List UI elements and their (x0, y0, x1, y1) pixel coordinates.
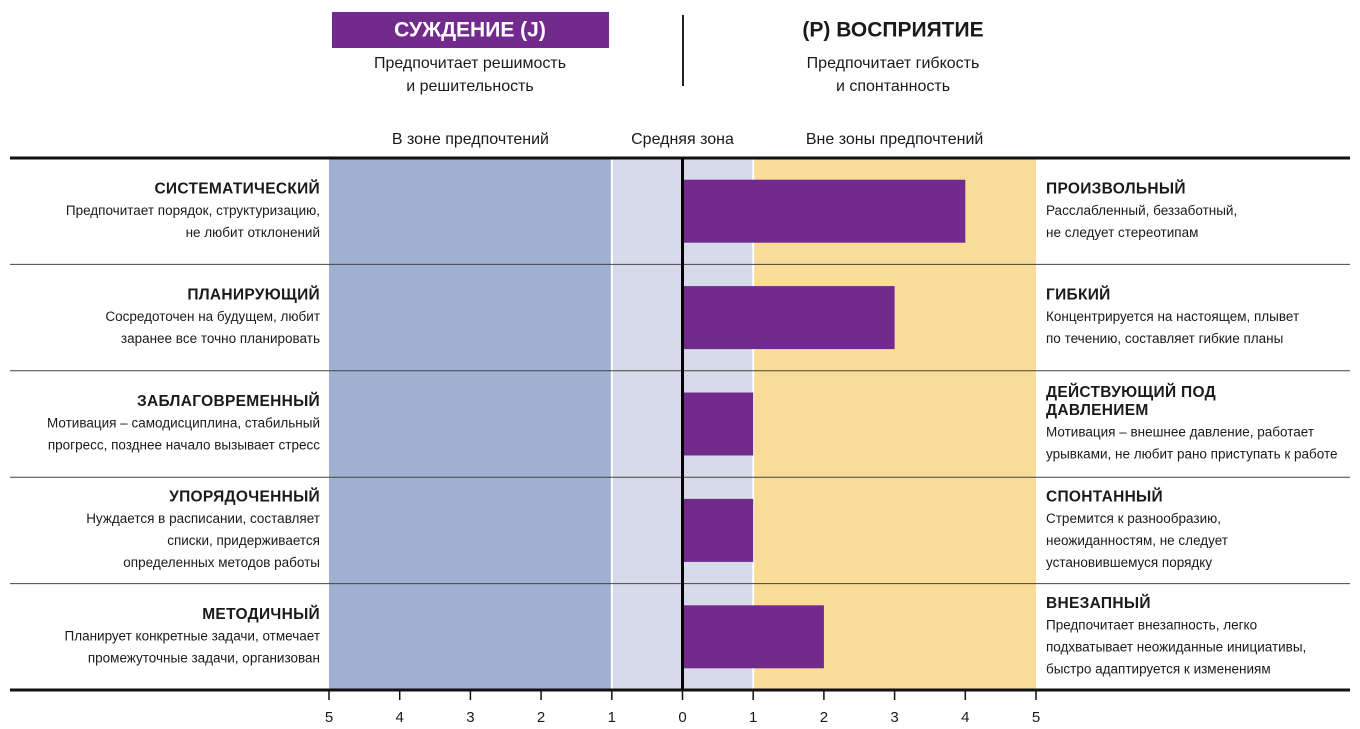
zone-label: В зоне предпочтений (392, 131, 549, 148)
trait-desc: не следует стереотипам (1046, 225, 1198, 240)
trait-desc: Концентрируется на настоящем, плывет (1046, 309, 1299, 324)
right-pole-desc: Предпочитает гибкость (807, 55, 980, 72)
x-tick-label: 4 (396, 709, 404, 726)
trait-desc: определенных методов работы (123, 555, 320, 570)
right-pole-desc: и спонтанность (836, 78, 950, 95)
trait-desc: подхватывает неожиданные инициативы, (1046, 639, 1306, 654)
trait-desc: установившемуся порядку (1046, 555, 1212, 570)
trait-name: ЗАБЛАГОВРЕМЕННЫЙ (137, 392, 320, 410)
left-pole-title: СУЖДЕНИЕ (J) (394, 19, 546, 42)
trait-name: ДАВЛЕНИЕМ (1046, 402, 1149, 419)
trait-name: ВНЕЗАПНЫЙ (1046, 594, 1151, 612)
trait-desc: по течению, составляет гибкие планы (1046, 331, 1283, 346)
left-pole-desc: и решительность (406, 78, 534, 95)
x-tick-label: 2 (820, 709, 828, 726)
trait-name: СПОНТАННЫЙ (1046, 487, 1163, 505)
zone-label: Средняя зона (631, 131, 734, 148)
bar (682, 179, 966, 243)
x-tick-label: 5 (325, 709, 333, 726)
trait-desc: Стремится к разнообразию, (1046, 511, 1221, 526)
x-tick-label: 1 (608, 709, 616, 726)
trait-name: ГИБКИЙ (1046, 286, 1111, 304)
trait-desc: списки, придерживается (167, 533, 320, 548)
trait-desc: Нуждается в расписании, составляет (86, 511, 320, 526)
trait-name: МЕТОДИЧНЫЙ (202, 605, 320, 623)
trait-desc: быстро адаптируется к изменениям (1046, 661, 1271, 676)
trait-desc: Сосредоточен на будущем, любит (105, 309, 320, 324)
trait-desc: заранее все точно планировать (121, 331, 320, 346)
trait-desc: неожиданностям, не следует (1046, 533, 1228, 548)
trait-name: ДЕЙСТВУЮЩИЙ ПОД (1046, 383, 1216, 401)
trait-desc: Мотивация – самодисциплина, стабильный (47, 416, 320, 431)
trait-name: ПРОИЗВОЛЬНЫЙ (1046, 179, 1186, 197)
x-tick-label: 5 (1032, 709, 1040, 726)
bar (682, 286, 895, 350)
x-tick-label: 3 (466, 709, 474, 726)
trait-desc: прогресс, позднее начало вызывает стресс (48, 438, 320, 453)
trait-desc: Планирует конкретные задачи, отмечает (64, 628, 320, 643)
bar (682, 392, 754, 456)
trait-desc: Предпочитает порядок, структуризацию, (66, 203, 320, 218)
trait-name: СИСТЕМАТИЧЕСКИЙ (154, 179, 320, 197)
trait-desc: не любит отклонений (186, 225, 320, 240)
trait-name: УПОРЯДОЧЕННЫЙ (169, 487, 320, 505)
zone-label: Вне зоны предпочтений (806, 131, 983, 148)
bar (682, 605, 824, 669)
x-tick-label: 1 (749, 709, 757, 726)
x-tick-label: 4 (961, 709, 969, 726)
left-pole-box (332, 12, 609, 48)
left-pole-desc: Предпочитает решимость (374, 55, 566, 72)
x-tick-label: 0 (678, 709, 686, 726)
zone-band (753, 158, 1036, 690)
x-tick-label: 2 (537, 709, 545, 726)
x-tick-label: 3 (890, 709, 898, 726)
bar (682, 498, 754, 562)
trait-desc: Расслабленный, беззаботный, (1046, 203, 1237, 218)
zone-band (329, 158, 612, 690)
trait-desc: Мотивация – внешнее давление, работает (1046, 425, 1314, 440)
right-pole-title: (P) ВОСПРИЯТИЕ (802, 19, 983, 42)
trait-desc: промежуточные задачи, организован (88, 650, 320, 665)
trait-desc: урывками, не любит рано приступать к раб… (1046, 447, 1338, 462)
trait-name: ПЛАНИРУЮЩИЙ (187, 286, 320, 304)
trait-desc: Предпочитает внезапность, легко (1046, 617, 1257, 632)
